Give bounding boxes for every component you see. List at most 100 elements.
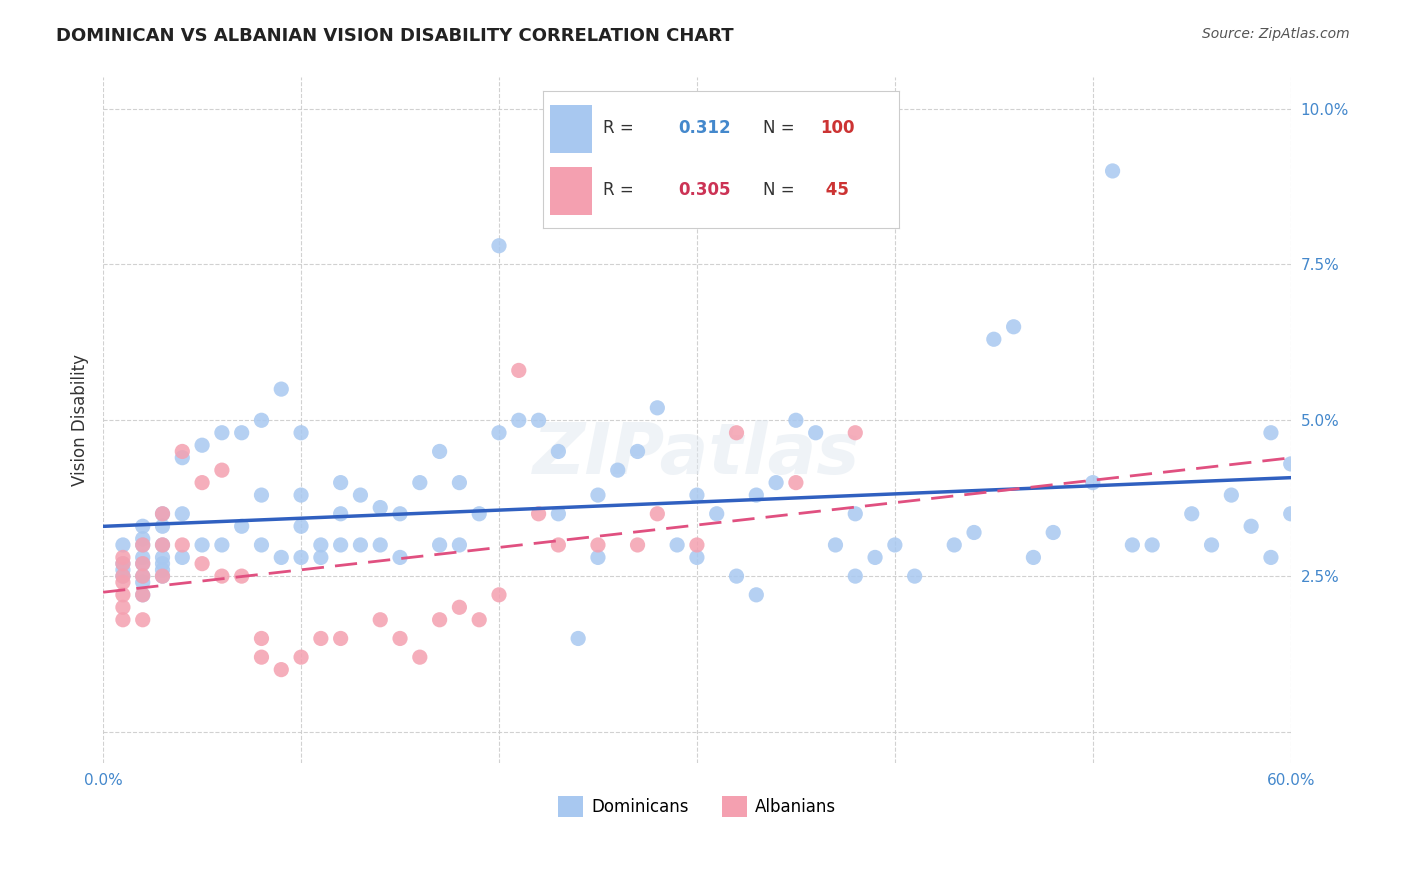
Point xyxy=(765,475,787,490)
Point xyxy=(1240,519,1263,533)
Point xyxy=(290,550,312,565)
Point xyxy=(547,507,569,521)
Legend: Dominicans, Albanians: Dominicans, Albanians xyxy=(551,789,844,823)
Point xyxy=(349,538,371,552)
Point xyxy=(132,538,155,552)
Point xyxy=(389,507,412,521)
Point xyxy=(211,569,233,583)
Point xyxy=(329,538,352,552)
Point xyxy=(844,569,866,583)
Point xyxy=(309,550,332,565)
Point xyxy=(111,538,134,552)
Point xyxy=(409,475,432,490)
Text: Source: ZipAtlas.com: Source: ZipAtlas.com xyxy=(1202,27,1350,41)
Point xyxy=(152,569,174,583)
Point xyxy=(1121,538,1143,552)
Text: DOMINICAN VS ALBANIAN VISION DISABILITY CORRELATION CHART: DOMINICAN VS ALBANIAN VISION DISABILITY … xyxy=(56,27,734,45)
Point xyxy=(290,650,312,665)
Point xyxy=(191,438,214,452)
Point xyxy=(449,538,471,552)
Point xyxy=(111,550,134,565)
Point xyxy=(152,563,174,577)
Point xyxy=(1260,425,1282,440)
Point xyxy=(152,507,174,521)
Point xyxy=(290,488,312,502)
Point xyxy=(231,519,253,533)
Point xyxy=(586,488,609,502)
Point xyxy=(111,575,134,590)
Point xyxy=(686,550,709,565)
Point xyxy=(389,632,412,646)
Point xyxy=(1201,538,1223,552)
Point xyxy=(309,632,332,646)
Point xyxy=(250,413,273,427)
Point xyxy=(250,650,273,665)
Point xyxy=(547,538,569,552)
Text: ZIPatlas: ZIPatlas xyxy=(533,420,860,489)
Point xyxy=(883,538,905,552)
Point xyxy=(250,538,273,552)
Point xyxy=(904,569,927,583)
Point xyxy=(368,538,391,552)
Point xyxy=(368,500,391,515)
Point xyxy=(686,538,709,552)
Point xyxy=(152,550,174,565)
Point xyxy=(647,401,669,415)
Point xyxy=(844,507,866,521)
Point xyxy=(1181,507,1204,521)
Point xyxy=(943,538,966,552)
Point xyxy=(468,507,491,521)
Point xyxy=(270,550,292,565)
Y-axis label: Vision Disability: Vision Disability xyxy=(72,354,89,486)
Point xyxy=(132,575,155,590)
Point xyxy=(1081,475,1104,490)
Point xyxy=(172,507,194,521)
Point xyxy=(329,507,352,521)
Point xyxy=(270,663,292,677)
Point xyxy=(1279,507,1302,521)
Point xyxy=(111,557,134,571)
Point xyxy=(132,519,155,533)
Point xyxy=(706,507,728,521)
Point xyxy=(132,538,155,552)
Point xyxy=(111,569,134,583)
Point xyxy=(290,519,312,533)
Point xyxy=(844,425,866,440)
Point xyxy=(290,425,312,440)
Point xyxy=(725,425,748,440)
Point xyxy=(152,507,174,521)
Point xyxy=(111,613,134,627)
Point xyxy=(111,563,134,577)
Point xyxy=(152,538,174,552)
Point xyxy=(172,450,194,465)
Point xyxy=(647,507,669,521)
Point xyxy=(349,488,371,502)
Point xyxy=(429,538,451,552)
Point xyxy=(152,519,174,533)
Point xyxy=(745,488,768,502)
Point xyxy=(429,444,451,458)
Point xyxy=(449,600,471,615)
Point xyxy=(211,463,233,477)
Point xyxy=(863,550,886,565)
Point xyxy=(409,650,432,665)
Point xyxy=(211,538,233,552)
Point xyxy=(983,332,1005,346)
Point xyxy=(111,588,134,602)
Point xyxy=(132,588,155,602)
Point xyxy=(1022,550,1045,565)
Point xyxy=(804,425,827,440)
Point xyxy=(686,488,709,502)
Point xyxy=(606,463,628,477)
Point xyxy=(725,569,748,583)
Point xyxy=(745,588,768,602)
Point xyxy=(527,413,550,427)
Point xyxy=(132,569,155,583)
Point xyxy=(191,538,214,552)
Point xyxy=(488,238,510,252)
Point xyxy=(488,425,510,440)
Point xyxy=(172,444,194,458)
Point xyxy=(111,557,134,571)
Point xyxy=(231,425,253,440)
Point xyxy=(270,382,292,396)
